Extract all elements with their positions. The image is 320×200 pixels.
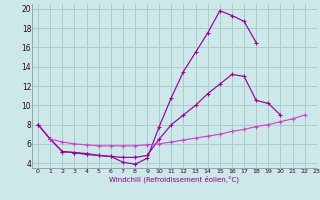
X-axis label: Windchill (Refroidissement éolien,°C): Windchill (Refroidissement éolien,°C): [109, 175, 239, 183]
